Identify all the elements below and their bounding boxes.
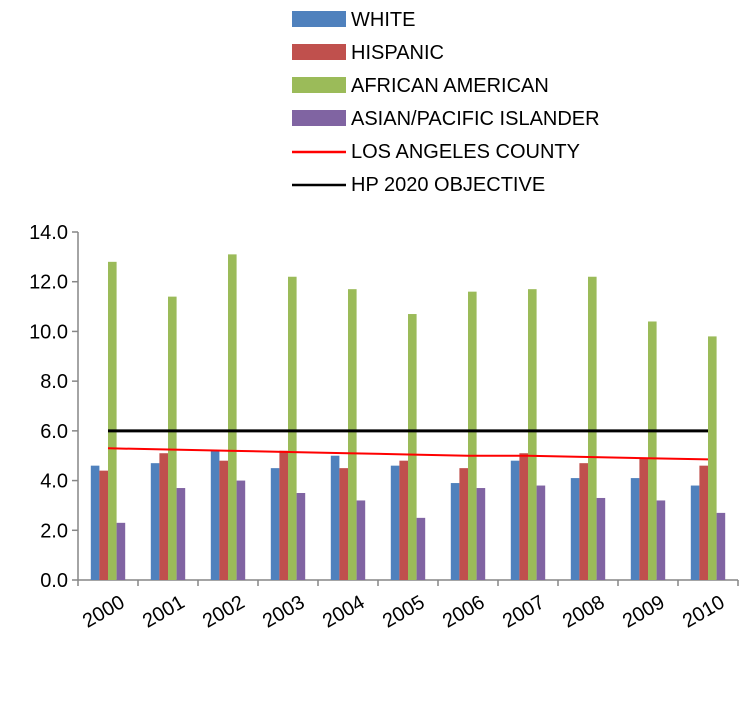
x-tick-label: 2003 — [259, 591, 309, 632]
bar-african-american-2010 — [708, 336, 717, 580]
bar-hispanic-2010 — [699, 465, 708, 580]
legend-label-white: WHITE — [351, 9, 415, 31]
y-tick-label: 10.0 — [29, 321, 68, 343]
legend-label-hp-2020-objective: HP 2020 OBJECTIVE — [351, 174, 545, 196]
x-tick-label: 2008 — [559, 591, 609, 632]
bar-african-american-2008 — [588, 276, 597, 580]
bar-asian-pacific-islander-2003 — [296, 493, 306, 580]
bar-white-2000 — [90, 465, 100, 580]
y-tick-label: 2.0 — [40, 520, 68, 542]
bar-african-american-2009 — [648, 321, 657, 580]
x-tick-label: 2005 — [379, 591, 429, 632]
y-tick-label: 14.0 — [29, 222, 68, 244]
legend-swatch-african-american — [292, 77, 346, 93]
bar-african-american-2006 — [468, 291, 477, 580]
x-tick-label: 2000 — [79, 591, 129, 632]
bar-asian-pacific-islander-2001 — [176, 488, 186, 580]
series-lines — [107, 429, 709, 461]
bar-asian-pacific-islander-2008 — [596, 497, 606, 580]
bar-asian-pacific-islander-2002 — [236, 480, 246, 580]
bar-white-2008 — [570, 478, 580, 580]
bar-asian-pacific-islander-2007 — [536, 485, 546, 580]
bar-african-american-2007 — [528, 289, 537, 580]
bar-asian-pacific-islander-2004 — [356, 500, 366, 580]
x-tick-label: 2006 — [439, 591, 489, 632]
bar-white-2009 — [630, 478, 640, 580]
bar-african-american-2003 — [288, 276, 297, 580]
bar-hispanic-2002 — [219, 460, 228, 580]
x-tick-label: 2007 — [499, 591, 549, 632]
legend-label-asian-pacific-islander: ASIAN/PACIFIC ISLANDER — [351, 108, 600, 130]
bar-white-2007 — [510, 460, 520, 580]
bars — [90, 254, 726, 580]
bar-white-2003 — [270, 468, 280, 580]
legend-swatch-asian-pacific-islander — [292, 110, 346, 126]
bar-asian-pacific-islander-2010 — [716, 512, 726, 580]
y-tick-label: 0.0 — [40, 570, 68, 592]
bar-hispanic-2004 — [339, 468, 348, 580]
bar-hispanic-2007 — [519, 453, 528, 580]
bar-hispanic-2000 — [99, 470, 108, 580]
bar-hispanic-2006 — [459, 468, 468, 580]
bar-hispanic-2001 — [159, 453, 168, 580]
bar-white-2004 — [330, 455, 340, 580]
y-tick-label: 12.0 — [29, 272, 68, 294]
legend-swatch-hispanic — [292, 44, 346, 60]
x-tick-label: 2009 — [619, 591, 669, 632]
bar-white-2002 — [210, 450, 220, 580]
legend: WHITE HISPANIC AFRICAN AMERICAN ASIAN/PACIF… — [292, 9, 600, 196]
line-los-angeles-county — [107, 447, 709, 461]
bar-african-american-2000 — [108, 261, 117, 580]
bar-hispanic-2003 — [279, 450, 288, 580]
legend-swatch-white — [292, 11, 346, 27]
legend-label-hispanic: HISPANIC — [351, 42, 444, 64]
bar-african-american-2005 — [408, 314, 417, 580]
bar-hispanic-2008 — [579, 463, 588, 580]
bar-white-2006 — [450, 483, 460, 580]
bar-white-2001 — [150, 463, 160, 580]
x-tick-label: 2004 — [319, 591, 369, 632]
x-tick-label: 2002 — [199, 591, 249, 632]
x-tick-label: 2010 — [679, 591, 729, 632]
bar-asian-pacific-islander-2000 — [116, 522, 126, 580]
legend-label-african-american: AFRICAN AMERICAN — [351, 75, 549, 97]
legend-label-los-angeles-county: LOS ANGELES COUNTY — [351, 141, 580, 163]
bar-african-american-2002 — [228, 254, 237, 580]
x-tick-label: 2001 — [139, 591, 189, 632]
bar-asian-pacific-islander-2006 — [476, 488, 486, 580]
bar-african-american-2001 — [168, 296, 177, 580]
y-tick-labels: 0.0 2.0 4.0 6.0 8.0 10.0 12.0 14.0 — [29, 222, 68, 592]
x-tick-labels: 2000 2001 2002 2003 2004 2005 2006 2007 2008 2009… — [79, 591, 729, 632]
bar-white-2005 — [390, 465, 400, 580]
bar-white-2010 — [690, 485, 700, 580]
y-tick-label: 4.0 — [40, 471, 68, 493]
y-tick-label: 8.0 — [40, 371, 68, 393]
bar-asian-pacific-islander-2005 — [416, 517, 426, 580]
bar-african-american-2004 — [348, 289, 357, 580]
bar-hispanic-2005 — [399, 460, 408, 580]
bar-hispanic-2009 — [639, 458, 648, 580]
y-tick-label: 6.0 — [40, 421, 68, 443]
bar-asian-pacific-islander-2009 — [656, 500, 666, 580]
